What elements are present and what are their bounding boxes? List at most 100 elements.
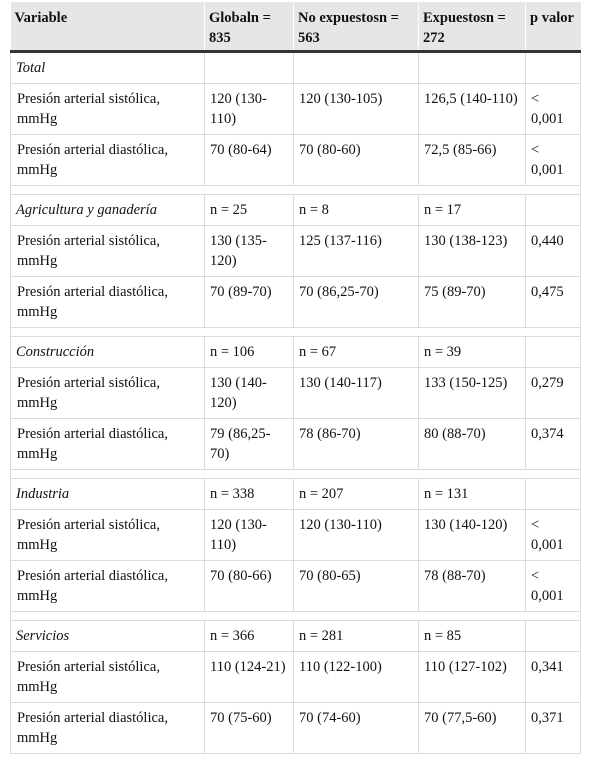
group-exp-n: n = 85 — [418, 620, 526, 652]
no-exp-cell: 110 (122-100) — [293, 651, 419, 703]
group-exp-n — [418, 51, 526, 84]
table-row: Presión arterial sistólica, mmHg 130 (140… — [10, 367, 581, 419]
no-exp-cell: 120 (130-105) — [293, 83, 419, 135]
variable-cell: Presión arterial sistólica, mmHg — [10, 651, 205, 703]
p-value-cell: 0,475 — [525, 276, 581, 328]
variable-cell: Presión arterial sistólica, mmHg — [10, 367, 205, 419]
global-cell: 70 (80-66) — [204, 560, 294, 612]
group-no-exp-n — [293, 51, 419, 84]
global-cell: 79 (86,25-70) — [204, 418, 294, 470]
group-spacer — [10, 611, 581, 621]
table-row: Presión arterial diastólica, mmHg 79 (86,… — [10, 418, 581, 470]
spacer-cell — [10, 185, 581, 195]
header-row: Variable Globaln = 835 No expuestosn = 5… — [10, 2, 581, 53]
global-cell: 70 (89-70) — [204, 276, 294, 328]
group-exp-n: n = 131 — [418, 478, 526, 510]
group-p-empty — [525, 194, 581, 226]
exp-cell: 126,5 (140-110) — [418, 83, 526, 135]
variable-cell: Presión arterial sistólica, mmHg — [10, 83, 205, 135]
group-name: Total — [10, 51, 205, 84]
exp-cell: 78 (88-70) — [418, 560, 526, 612]
group-header-row: Construcción n = 106 n = 67 n = 39 — [10, 336, 581, 368]
variable-cell: Presión arterial diastólica, mmHg — [10, 702, 205, 754]
blood-pressure-table: Variable Globaln = 835 No expuestosn = 5… — [10, 2, 581, 754]
group-name: Agricultura y ganadería — [10, 194, 205, 226]
no-exp-cell: 70 (80-65) — [293, 560, 419, 612]
table-body: Total Presión arterial sistólica, mmHg 120… — [10, 51, 581, 754]
table-row: Presión arterial sistólica, mmHg 120 (130… — [10, 83, 581, 135]
header-p-valor: p valor — [525, 2, 581, 53]
exp-cell: 75 (89-70) — [418, 276, 526, 328]
group-p-empty — [525, 51, 581, 84]
group-no-exp-n: n = 67 — [293, 336, 419, 368]
group-name: Industria — [10, 478, 205, 510]
variable-cell: Presión arterial diastólica, mmHg — [10, 418, 205, 470]
no-exp-cell: 120 (130-110) — [293, 509, 419, 561]
no-exp-cell: 70 (74-60) — [293, 702, 419, 754]
group-global-n: n = 106 — [204, 336, 294, 368]
header-no-expuestos: No expuestosn = 563 — [293, 2, 419, 53]
no-exp-cell: 130 (140-117) — [293, 367, 419, 419]
no-exp-cell: 78 (86-70) — [293, 418, 419, 470]
variable-cell: Presión arterial diastólica, mmHg — [10, 134, 205, 186]
header-global: Globaln = 835 — [204, 2, 294, 53]
exp-cell: 72,5 (85-66) — [418, 134, 526, 186]
no-exp-cell: 70 (86,25-70) — [293, 276, 419, 328]
group-exp-n: n = 17 — [418, 194, 526, 226]
p-value-cell: < 0,001 — [525, 134, 581, 186]
table-row: Presión arterial sistólica, mmHg 130 (135… — [10, 225, 581, 277]
global-cell: 70 (80-64) — [204, 134, 294, 186]
p-value-cell: 0,440 — [525, 225, 581, 277]
variable-cell: Presión arterial diastólica, mmHg — [10, 560, 205, 612]
global-cell: 120 (130-110) — [204, 83, 294, 135]
group-global-n: n = 338 — [204, 478, 294, 510]
exp-cell: 110 (127-102) — [418, 651, 526, 703]
group-no-exp-n: n = 8 — [293, 194, 419, 226]
p-value-cell: < 0,001 — [525, 560, 581, 612]
group-spacer — [10, 469, 581, 479]
global-cell: 70 (75-60) — [204, 702, 294, 754]
table-row: Presión arterial diastólica, mmHg 70 (80-… — [10, 134, 581, 186]
variable-cell: Presión arterial sistólica, mmHg — [10, 509, 205, 561]
group-header-row: Servicios n = 366 n = 281 n = 85 — [10, 620, 581, 652]
group-name: Construcción — [10, 336, 205, 368]
no-exp-cell: 125 (137-116) — [293, 225, 419, 277]
global-cell: 130 (140-120) — [204, 367, 294, 419]
global-cell: 110 (124-21) — [204, 651, 294, 703]
spacer-cell — [10, 469, 581, 479]
variable-cell: Presión arterial diastólica, mmHg — [10, 276, 205, 328]
no-exp-cell: 70 (80-60) — [293, 134, 419, 186]
p-value-cell: 0,371 — [525, 702, 581, 754]
variable-cell: Presión arterial sistólica, mmHg — [10, 225, 205, 277]
header-variable: Variable — [10, 2, 205, 53]
header-expuestos: Expuestosn = 272 — [418, 2, 526, 53]
group-no-exp-n: n = 281 — [293, 620, 419, 652]
group-header-row: Industria n = 338 n = 207 n = 131 — [10, 478, 581, 510]
global-cell: 130 (135-120) — [204, 225, 294, 277]
table-row: Presión arterial sistólica, mmHg 110 (124… — [10, 651, 581, 703]
table-row: Presión arterial sistólica, mmHg 120 (130… — [10, 509, 581, 561]
group-exp-n: n = 39 — [418, 336, 526, 368]
group-global-n — [204, 51, 294, 84]
group-global-n: n = 366 — [204, 620, 294, 652]
p-value-cell: 0,279 — [525, 367, 581, 419]
p-value-cell: 0,374 — [525, 418, 581, 470]
group-p-empty — [525, 620, 581, 652]
group-global-n: n = 25 — [204, 194, 294, 226]
global-cell: 120 (130-110) — [204, 509, 294, 561]
group-spacer — [10, 327, 581, 337]
group-name: Servicios — [10, 620, 205, 652]
exp-cell: 130 (140-120) — [418, 509, 526, 561]
exp-cell: 130 (138-123) — [418, 225, 526, 277]
table-row: Presión arterial diastólica, mmHg 70 (75-… — [10, 702, 581, 754]
exp-cell: 133 (150-125) — [418, 367, 526, 419]
table-row: Presión arterial diastólica, mmHg 70 (89-… — [10, 276, 581, 328]
spacer-cell — [10, 611, 581, 621]
exp-cell: 80 (88-70) — [418, 418, 526, 470]
p-value-cell: 0,341 — [525, 651, 581, 703]
spacer-cell — [10, 327, 581, 337]
table-row: Presión arterial diastólica, mmHg 70 (80-… — [10, 560, 581, 612]
group-spacer — [10, 185, 581, 195]
group-p-empty — [525, 336, 581, 368]
